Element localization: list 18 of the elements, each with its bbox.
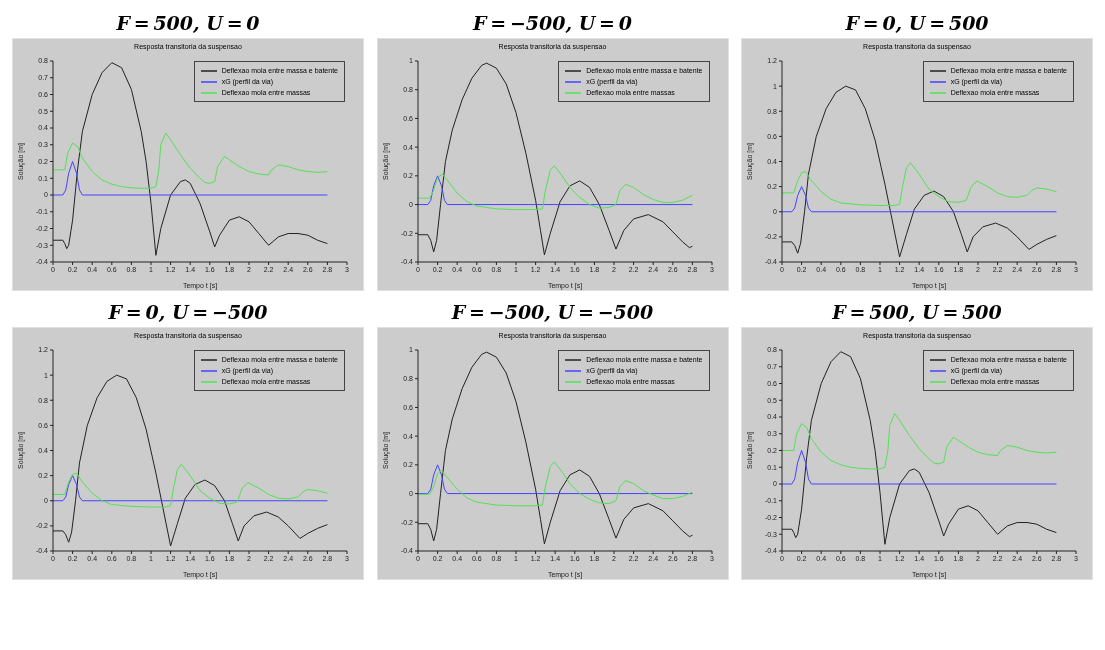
chart-title: F = 0, U = 500 bbox=[845, 11, 989, 36]
line-series bbox=[417, 464, 693, 495]
line-series bbox=[782, 162, 1057, 206]
line-series bbox=[782, 186, 1057, 213]
line-series bbox=[782, 413, 1057, 470]
chart-title: F = −500, U = 0 bbox=[472, 11, 633, 36]
chart-title: F = 0, U = −500 bbox=[108, 300, 268, 325]
line-series bbox=[53, 132, 328, 189]
line-series bbox=[53, 475, 328, 502]
line-series bbox=[417, 461, 693, 507]
line-series bbox=[417, 165, 693, 211]
chart-title: F = 500, U = 500 bbox=[832, 300, 1002, 325]
line-series bbox=[782, 450, 1057, 485]
chart-title: F = 500, U = 0 bbox=[116, 11, 260, 36]
chart-title: F = −500, U = −500 bbox=[451, 300, 654, 325]
line-series bbox=[53, 161, 328, 196]
line-series bbox=[53, 463, 328, 508]
line-series bbox=[417, 175, 693, 206]
